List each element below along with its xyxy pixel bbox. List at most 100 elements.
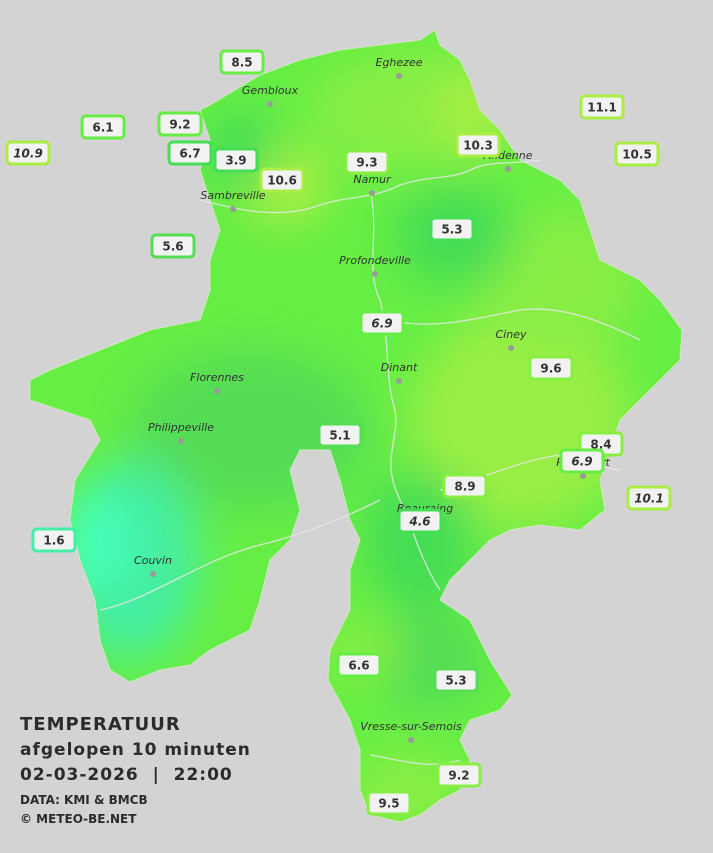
town-dot — [505, 166, 511, 172]
station-value: 5.1 — [329, 429, 350, 443]
station-box — [344, 149, 390, 175]
station-box — [559, 448, 605, 474]
station: 3.9 — [213, 147, 259, 173]
station-value: 4.6 — [408, 515, 430, 529]
station: 6.6 — [336, 652, 382, 678]
town-label: Namur — [353, 173, 392, 186]
town-dot — [408, 737, 414, 743]
station: 11.1 — [579, 94, 625, 120]
station-box — [626, 485, 672, 511]
station-box — [80, 114, 126, 140]
station-value: 9.3 — [356, 156, 377, 170]
credit: © METEO-BE.NET — [20, 812, 137, 826]
station-box — [455, 132, 501, 158]
station-box — [528, 355, 574, 381]
town-dot — [214, 388, 220, 394]
station-value: 10.3 — [463, 139, 493, 153]
town-label: Philippeville — [148, 421, 214, 434]
town-dot — [369, 190, 375, 196]
station-box — [5, 140, 51, 166]
station-value: 3.9 — [225, 154, 246, 168]
station-box — [336, 652, 382, 678]
station-box — [167, 140, 213, 166]
town-dot — [267, 101, 273, 107]
station-value: 8.5 — [231, 56, 252, 70]
station: 10.9 — [5, 140, 51, 166]
subtitle: afgelopen 10 minuten — [20, 740, 251, 760]
station-value: 6.6 — [348, 659, 369, 673]
station: 8.5 — [219, 49, 265, 75]
title: TEMPERATUUR — [20, 714, 181, 735]
station-value: 8.9 — [454, 480, 475, 494]
caption: TEMPERATUUR afgelopen 10 minuten 02-03-2… — [20, 714, 251, 826]
station: 9.2 — [436, 762, 482, 788]
station-value: 10.5 — [622, 148, 652, 162]
station: 5.3 — [429, 216, 475, 242]
station: 10.6 — [259, 167, 305, 193]
station: 6.7 — [167, 140, 213, 166]
station: 6.9 — [559, 448, 605, 474]
station-box — [436, 762, 482, 788]
town-dot — [396, 378, 402, 384]
station-box — [366, 790, 412, 816]
town-dot — [372, 271, 378, 277]
station-box — [442, 473, 488, 499]
station-value: 8.4 — [590, 438, 611, 452]
station: 10.1 — [626, 485, 672, 511]
station-box — [397, 508, 443, 534]
town-dot — [230, 206, 236, 212]
station: 4.6 — [397, 508, 443, 534]
station-box — [429, 216, 475, 242]
station-box — [150, 233, 196, 259]
station-value: 9.2 — [448, 769, 469, 783]
station-value: 9.5 — [378, 797, 399, 811]
town-label: Dinant — [381, 361, 418, 374]
station-value: 10.6 — [267, 174, 297, 188]
town-label: Gembloux — [242, 84, 299, 97]
station-value: 6.9 — [571, 455, 592, 469]
town-dot — [396, 73, 402, 79]
station-value: 6.7 — [179, 147, 200, 161]
station-value: 10.1 — [634, 492, 664, 506]
station-box — [614, 141, 660, 167]
station: 10.3 — [455, 132, 501, 158]
station: 1.6 — [31, 527, 77, 553]
station-box — [157, 111, 203, 137]
town-label: Vresse-sur-Semois — [360, 720, 462, 733]
station-value: 6.1 — [92, 121, 113, 135]
town-label: Profondeville — [339, 254, 411, 267]
town-dot — [508, 345, 514, 351]
station-box — [579, 94, 625, 120]
station-box — [219, 49, 265, 75]
station: 9.2 — [157, 111, 203, 137]
station: 9.3 — [344, 149, 390, 175]
town-label: Couvin — [134, 554, 172, 567]
datetime: 02-03-2026 | 22:00 — [20, 765, 233, 785]
station-box — [31, 527, 77, 553]
town-label: Sambreville — [200, 189, 265, 202]
station-value: 9.2 — [169, 118, 190, 132]
station: 10.5 — [614, 141, 660, 167]
station-box — [259, 167, 305, 193]
station-value: 5.6 — [162, 240, 183, 254]
station-value: 1.6 — [43, 534, 64, 548]
station-box — [359, 310, 405, 336]
station-value: 10.9 — [13, 147, 43, 161]
town-dot — [580, 473, 586, 479]
station: 9.5 — [366, 790, 412, 816]
station: 6.1 — [80, 114, 126, 140]
stations: 8.5 6.1 9.2 10.9 6.7 3.9 10.6 9.3 10.3 11.1 10.5 5.… — [5, 49, 672, 816]
station-value: 6.9 — [371, 317, 392, 331]
station: 9.6 — [528, 355, 574, 381]
station: 6.9 — [359, 310, 405, 336]
town-dot — [178, 438, 184, 444]
town-label: Ciney — [496, 328, 527, 341]
station: 5.1 — [317, 422, 363, 448]
town-label: Eghezee — [376, 56, 423, 69]
station-box — [213, 147, 259, 173]
station: 8.9 — [442, 473, 488, 499]
station-box — [433, 667, 479, 693]
station-value: 5.3 — [441, 223, 462, 237]
town-label: Florennes — [190, 371, 244, 384]
